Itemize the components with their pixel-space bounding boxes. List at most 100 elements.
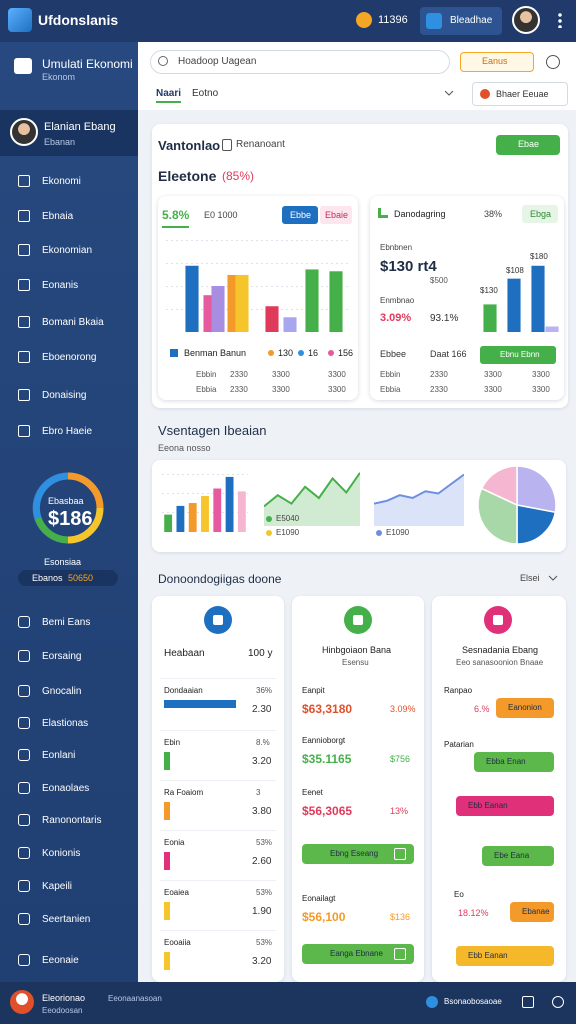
nav-item[interactable]: Bomani Bkaia [42, 317, 104, 328]
column-title: Hinbgoiaon Bana [322, 645, 392, 655]
coin-icon [356, 12, 372, 28]
row-pct: 36% [256, 686, 273, 695]
button-icon [426, 13, 442, 29]
menu-chevron[interactable] [548, 573, 558, 583]
nav-item[interactable]: Donaising [42, 390, 87, 401]
table-cell: 3300 [272, 385, 290, 394]
caption-dot [266, 516, 272, 522]
action-button[interactable] [474, 752, 554, 772]
nav-item[interactable]: Ebro Haeie [42, 426, 93, 437]
nav-item[interactable]: Ebnaia [42, 211, 74, 222]
nav-item[interactable]: Kapeili [42, 881, 73, 892]
row-note: $136 [390, 912, 411, 922]
table-cell: Ebbin [380, 370, 401, 379]
row-divider [160, 830, 276, 831]
nav-icon [18, 425, 30, 437]
footer-name: Eleorionao [42, 993, 86, 1003]
card-subtitle: E0 1000 [204, 210, 238, 220]
row-label: Eenet [302, 788, 323, 797]
chart [162, 474, 248, 532]
row-pct: 53% [256, 838, 273, 847]
action-button-icon [394, 948, 406, 960]
nav-item[interactable]: Eonlani [42, 750, 76, 761]
row-divider [160, 678, 276, 679]
user-name: Elanian Ebang [44, 121, 116, 133]
row-divider [160, 880, 276, 881]
bar [545, 326, 559, 332]
card-note: 38% [484, 209, 503, 219]
caption-dot [266, 530, 272, 536]
action-button[interactable] [302, 844, 414, 864]
table-cell: 3300 [272, 370, 290, 379]
action-button[interactable] [456, 796, 554, 816]
nav-item[interactable]: Elastionas [42, 718, 89, 729]
bar [531, 265, 545, 332]
legend-dot [328, 350, 334, 356]
table-cell: 2330 [230, 370, 248, 379]
nav-item[interactable]: Seertanien [42, 914, 91, 925]
action-button[interactable] [482, 846, 554, 866]
stat: 156 [338, 348, 354, 358]
refresh[interactable] [546, 55, 560, 69]
nav-item[interactable]: Gnocalin [42, 686, 82, 697]
footer-right[interactable]: Bsonaobosaoae [444, 997, 502, 1006]
nav-icon [18, 880, 30, 892]
select-chevron[interactable] [444, 88, 454, 98]
more [558, 12, 562, 28]
legend-label: Daat 166 [430, 349, 467, 359]
tab[interactable]: Eotno [192, 88, 219, 99]
action-button[interactable] [496, 698, 554, 718]
section-subtitle: Eeona nosso [158, 443, 211, 453]
row-label: Eooaiia [164, 938, 191, 947]
chart-caption: E1090 [386, 528, 410, 537]
tab-active[interactable]: Naari [156, 88, 182, 103]
coin: 11396 [378, 14, 408, 26]
bar [225, 476, 234, 532]
tab-button[interactable] [320, 206, 352, 224]
overview-button[interactable] [496, 135, 560, 155]
nav-item[interactable]: Eonaolaes [42, 783, 90, 794]
footer-icon[interactable] [552, 996, 564, 1008]
footer-icon[interactable] [522, 996, 534, 1008]
tab-button[interactable] [522, 205, 558, 223]
action-button[interactable] [510, 902, 554, 922]
menu[interactable]: Elsei [520, 573, 540, 583]
pie-slice [480, 465, 518, 507]
nav-item[interactable]: Eorsaing [42, 651, 82, 662]
bar [305, 269, 319, 332]
row-marker [164, 802, 170, 820]
row-marker [164, 700, 236, 708]
row-label: Eonia [164, 838, 185, 847]
bar [283, 317, 297, 332]
nav-item[interactable]: Eboenorong [42, 352, 97, 363]
table-cell: 3300 [532, 385, 550, 394]
app-title: Umulati Ekonomi [42, 57, 133, 71]
card-pct: 93.1% [430, 313, 459, 324]
nav-item[interactable]: Ekonomian [42, 245, 93, 256]
bar [188, 503, 197, 532]
chip[interactable] [460, 52, 534, 72]
card-pct: 3.09% [380, 312, 412, 324]
row-pct: 8.% [256, 738, 270, 747]
nav-item[interactable]: Ranonontaris [42, 815, 102, 826]
tab-button[interactable] [282, 206, 318, 224]
nav-item[interactable]: Ekonomi [42, 176, 81, 187]
nav-item[interactable]: Bemi Eans [42, 617, 91, 628]
card-button[interactable] [480, 346, 556, 364]
nav-item[interactable]: Konionis [42, 848, 81, 859]
action-button[interactable] [456, 946, 554, 966]
pie-slice [516, 504, 557, 545]
nav-icon [18, 279, 30, 291]
search-icon [158, 56, 168, 66]
search-box[interactable] [150, 50, 450, 74]
action-button[interactable] [302, 944, 414, 964]
bar [176, 505, 185, 532]
overview-title: Vantonlao [158, 138, 221, 153]
row-value: $56,3065 [302, 804, 353, 818]
action-button-label: Ebba Enan [486, 757, 526, 766]
nav-item[interactable]: Eeonaie [42, 955, 79, 966]
nav-item[interactable]: Eonanis [42, 280, 79, 291]
bar [164, 514, 173, 532]
column-icon-glyph [493, 615, 503, 625]
